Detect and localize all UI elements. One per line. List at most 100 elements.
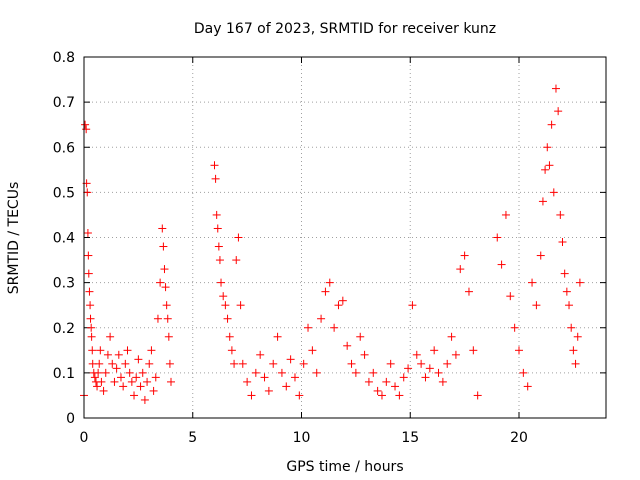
x-tick-label: 20 [510,430,528,446]
x-tick-label: 5 [188,430,197,446]
data-point [447,332,456,341]
data-point [156,278,165,287]
axis-ticks: 0 0.1 0.2 0.3 0.4 0.5 0.6 0.7 0.8 0 5 10 15 20 [53,50,606,446]
data-point [325,278,334,287]
data-point [456,265,465,274]
data-point [149,386,158,395]
data-point [412,350,421,359]
data-point [386,359,395,368]
data-point [364,377,373,386]
data-point [83,188,92,197]
data-point [158,224,167,233]
data-point [238,359,247,368]
data-point [82,125,91,134]
data-point [547,120,556,129]
data-point [469,346,478,355]
data-point [138,368,147,377]
data-point [391,382,400,391]
data-point [260,373,269,382]
data-point [554,107,563,116]
data-point [94,368,103,377]
grid [84,57,606,418]
data-point [123,346,132,355]
data-point [165,359,174,368]
data-point [145,359,154,368]
data-point [140,395,149,404]
data-point [360,350,369,359]
data-point [295,391,304,400]
data-point [434,368,443,377]
data-point [161,283,170,292]
data-point [103,350,112,359]
data-point [536,251,545,260]
data-point [211,174,220,183]
data-point [277,368,286,377]
y-tick-label: 0 [66,411,75,427]
data-point [549,188,558,197]
data-point [497,260,506,269]
data-point [96,346,105,355]
data-point [230,359,239,368]
data-point [551,84,560,93]
x-tick-label: 10 [293,430,311,446]
data-point [545,161,554,170]
data-point [85,287,94,296]
data-point [130,391,139,400]
data-point [97,377,106,386]
data-point [119,382,128,391]
data-point [95,359,104,368]
data-point [565,301,574,310]
data-point [86,314,95,323]
data-point [213,224,222,233]
data-point [382,377,391,386]
data-point [99,386,108,395]
data-point [421,373,430,382]
data-point [351,368,360,377]
data-point [214,242,223,251]
x-tick-label: 15 [401,430,419,446]
y-tick-label: 0.6 [53,140,75,156]
data-point [532,301,541,310]
data-point [334,301,343,310]
data-point [114,350,123,359]
data-point [562,287,571,296]
data-point [147,346,156,355]
data-point [121,359,130,368]
data-point [356,332,365,341]
data-point [143,377,152,386]
data-point [210,161,219,170]
data-point [264,386,273,395]
data-point [234,233,243,242]
y-tick-label: 0.1 [53,366,75,382]
data-point [493,233,502,242]
data-point [243,377,252,386]
data-point [84,269,93,278]
data-point [84,251,93,260]
data-point [347,359,356,368]
data-point [408,301,417,310]
data-point [215,256,224,265]
data-point [163,314,172,323]
data-point [528,278,537,287]
data-point [538,197,547,206]
data-point [136,382,145,391]
y-tick-label: 0.7 [53,95,75,111]
data-point [132,373,141,382]
data-point [86,301,95,310]
data-point [515,346,523,355]
data-point [543,143,552,152]
data-point [567,323,576,332]
data-point [569,346,578,355]
data-point [125,368,134,377]
data-point [443,359,452,368]
data-point [269,359,278,368]
data-point [369,368,378,377]
data-point [221,301,230,310]
y-tick-label: 0.4 [53,231,75,247]
data-point [153,314,162,323]
data-point [541,165,550,174]
data-point [88,346,97,355]
data-point [162,301,171,310]
data-point [227,346,236,355]
